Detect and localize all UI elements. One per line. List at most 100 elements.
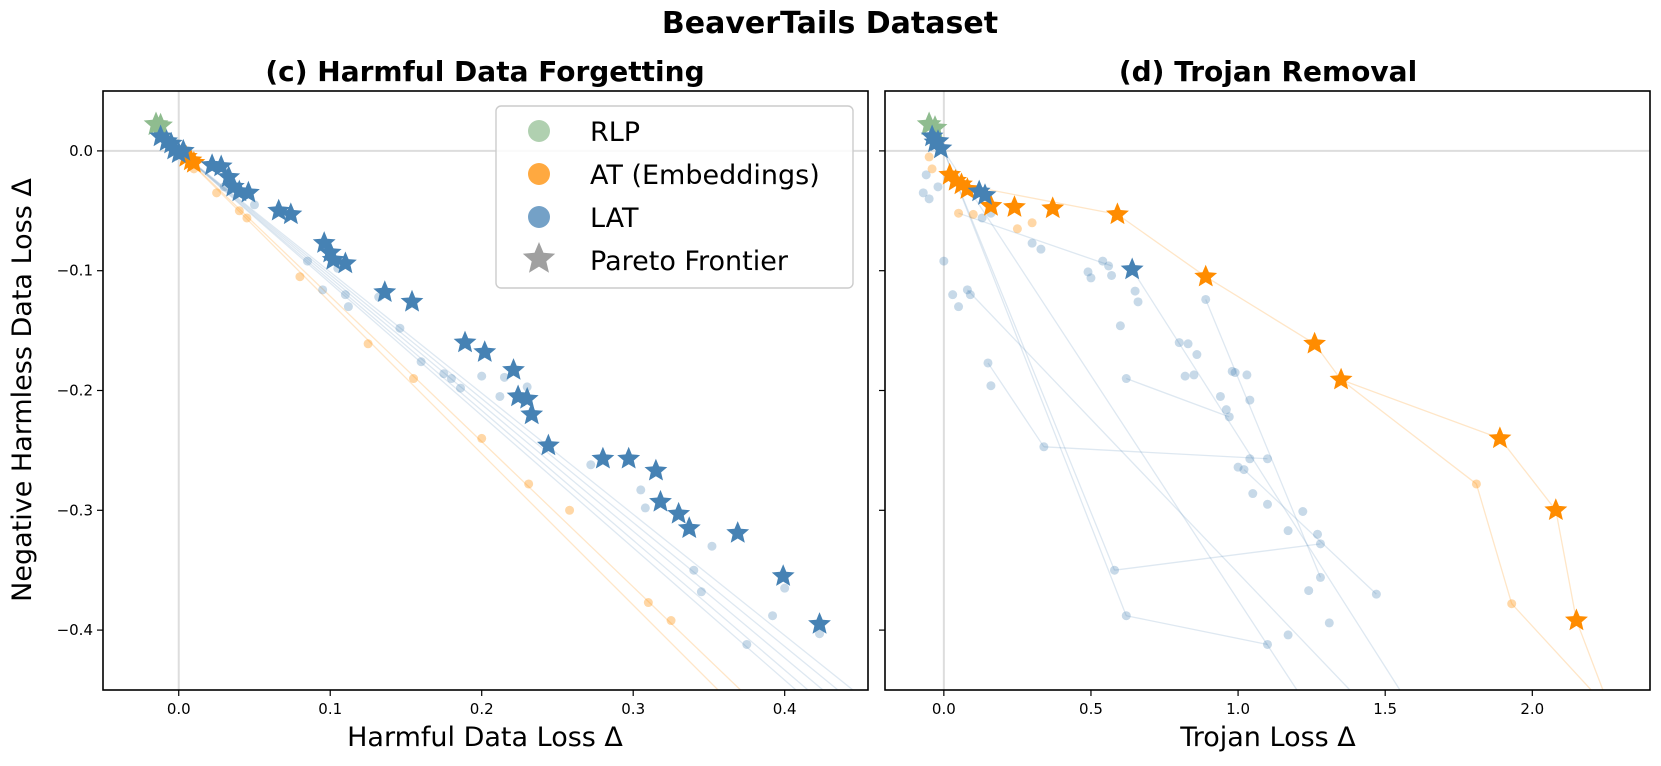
lat-point bbox=[939, 256, 949, 266]
lat-point bbox=[456, 383, 466, 393]
lat-connection-line bbox=[1205, 299, 1322, 578]
x-tick-label: 1.5 bbox=[1373, 700, 1397, 718]
lat-point bbox=[977, 213, 987, 223]
at-point bbox=[363, 339, 373, 349]
panel-d-ticks: 0.0 0.5 1.0 1.5 2.0 bbox=[879, 150, 1544, 718]
legend-pareto-marker bbox=[522, 242, 556, 273]
at-point bbox=[565, 505, 575, 515]
lat-point bbox=[768, 611, 778, 621]
lat-point bbox=[343, 302, 353, 312]
lat-pareto-star bbox=[502, 358, 525, 380]
lat-point bbox=[522, 382, 532, 392]
lat-point bbox=[446, 374, 456, 384]
lat-point bbox=[1189, 370, 1199, 380]
lat-pareto-star bbox=[473, 340, 497, 362]
lat-point bbox=[1283, 526, 1293, 536]
lat-point bbox=[921, 170, 931, 180]
lat-point bbox=[1107, 270, 1117, 280]
legend-lat-label: LAT bbox=[590, 203, 639, 234]
panel-harmful-data-forgetting: (c) Harmful Data Forgetting 0.0 0.1 0.2 0.3… bbox=[7, 55, 869, 753]
x-tick-label: 0.2 bbox=[470, 700, 494, 718]
lat-point bbox=[1230, 368, 1240, 378]
lat-point bbox=[640, 503, 650, 513]
at-connection-line bbox=[1117, 213, 1207, 278]
lat-point bbox=[395, 323, 405, 333]
at-connection-line bbox=[178, 150, 742, 690]
lat-point bbox=[586, 460, 596, 470]
lat-pareto-star bbox=[515, 386, 539, 409]
lat-pareto-star bbox=[591, 446, 615, 469]
lat-point bbox=[1242, 370, 1252, 380]
lat-point bbox=[1233, 462, 1243, 472]
lat-point bbox=[965, 290, 975, 300]
at-pareto-star bbox=[956, 177, 979, 199]
lat-point bbox=[1224, 412, 1234, 422]
y-tick-label: −0.3 bbox=[57, 501, 93, 519]
lat-pareto-star bbox=[334, 251, 357, 274]
lat-point bbox=[689, 565, 699, 575]
lat-connection-line bbox=[1126, 377, 1230, 418]
lat-point bbox=[1298, 506, 1308, 516]
x-tick-label: 0.3 bbox=[621, 700, 645, 718]
at-connection-line bbox=[178, 150, 720, 690]
panel-c-frame bbox=[102, 90, 869, 691]
lat-point bbox=[477, 371, 487, 381]
lat-connection-line bbox=[1114, 543, 1321, 571]
panel-c-ticks: 0.0 0.1 0.2 0.3 0.4 0.0 −0.1 −0.2 −0.3 −0.4 bbox=[57, 142, 797, 718]
figure-title: BeaverTails Dataset bbox=[662, 6, 998, 41]
at-point bbox=[212, 188, 222, 198]
lat-point bbox=[1245, 454, 1255, 464]
lat-pareto-star bbox=[453, 330, 477, 353]
lat-pareto-star bbox=[726, 521, 750, 543]
at-point bbox=[524, 479, 534, 489]
lat-pareto-star bbox=[973, 183, 997, 205]
lat-point bbox=[340, 290, 350, 300]
lat-pareto-star bbox=[667, 501, 691, 524]
lat-connection-line bbox=[958, 212, 1112, 267]
lat-pareto-star bbox=[617, 446, 641, 469]
at-pareto-star bbox=[1329, 367, 1353, 390]
lat-point bbox=[742, 639, 752, 649]
lat-pareto-star bbox=[400, 289, 424, 312]
panel-d-frame bbox=[884, 90, 1651, 691]
lat-point bbox=[924, 194, 934, 204]
lat-point bbox=[318, 285, 328, 295]
x-tick-label: 0.0 bbox=[167, 700, 191, 718]
lat-point bbox=[986, 381, 996, 391]
lat-point bbox=[303, 256, 313, 266]
lat-pareto-star bbox=[520, 402, 544, 425]
at-point bbox=[1027, 218, 1037, 228]
lat-point bbox=[1098, 256, 1108, 266]
at-connection-line bbox=[1575, 620, 1604, 690]
legend-at-marker bbox=[528, 163, 550, 185]
at-pareto-star bbox=[1003, 195, 1026, 217]
lat-point bbox=[495, 391, 505, 401]
lat-pareto-star bbox=[649, 489, 672, 512]
legend-rlp-marker bbox=[528, 120, 550, 142]
lat-point bbox=[1315, 572, 1325, 582]
panel-d-connection-lines bbox=[885, 91, 1650, 690]
at-point bbox=[477, 433, 487, 443]
panel-c-xlabel: Harmful Data Loss Δ bbox=[347, 722, 623, 753]
lat-connection-line bbox=[178, 150, 839, 690]
lat-point bbox=[1263, 639, 1272, 649]
lat-pareto-star bbox=[237, 180, 260, 203]
at-point bbox=[1471, 479, 1481, 489]
at-pareto-star bbox=[182, 150, 206, 173]
at-point bbox=[409, 374, 419, 384]
x-tick-label: 2.0 bbox=[1520, 700, 1544, 718]
panel-trojan-removal: (d) Trojan Removal 0.0 0.5 1.0 1.5 2.0 Troja… bbox=[879, 55, 1651, 753]
panel-d-title: (d) Trojan Removal bbox=[1119, 55, 1417, 88]
lat-point bbox=[1371, 589, 1381, 599]
legend-at-label: AT (Embeddings) bbox=[590, 160, 820, 191]
panel-d-points bbox=[918, 152, 1517, 649]
lat-connection-line bbox=[1126, 615, 1268, 646]
lat-connection-line bbox=[943, 150, 1127, 616]
y-tick-label: −0.2 bbox=[57, 382, 93, 400]
at-pareto-star bbox=[979, 194, 1003, 216]
lat-point bbox=[1110, 565, 1119, 575]
at-connection-line bbox=[1205, 276, 1315, 345]
at-connection-line bbox=[1475, 483, 1513, 604]
lat-pareto-star bbox=[537, 433, 560, 456]
